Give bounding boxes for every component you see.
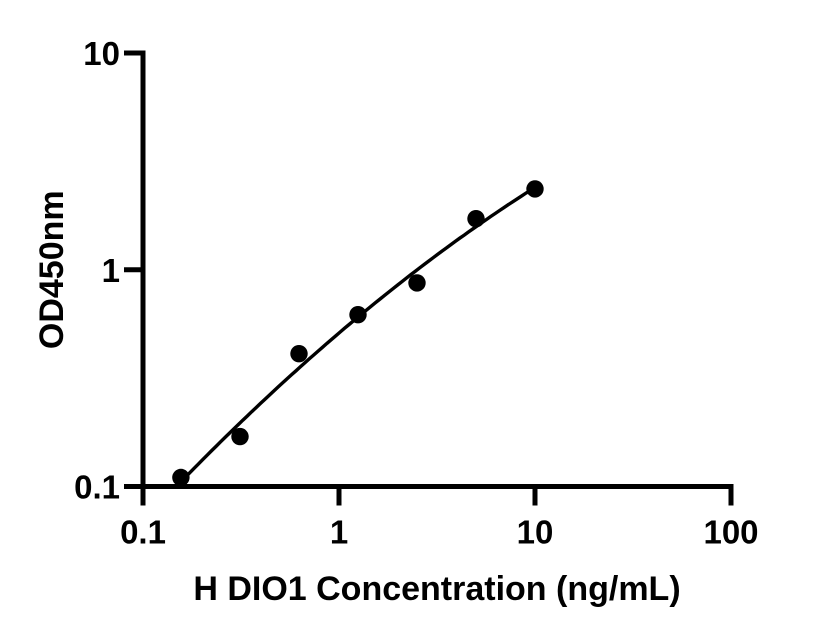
x-axis-ticks — [140, 486, 734, 506]
y-tick-labels: 10 1 0.1 — [74, 35, 120, 506]
x-tick-labels: 0.1 1 10 100 — [120, 514, 758, 551]
data-point — [231, 427, 249, 446]
y-tick-label: 0.1 — [74, 469, 120, 506]
x-tick-label: 10 — [517, 514, 554, 551]
x-tick-label: 1 — [330, 514, 348, 551]
data-point — [290, 345, 308, 363]
data-point — [172, 468, 190, 487]
data-points — [172, 180, 544, 487]
x-axis-title: H DIO1 Concentration (ng/mL) — [193, 570, 680, 608]
data-point — [408, 274, 426, 292]
data-point — [526, 180, 544, 198]
x-tick-label: 100 — [703, 514, 758, 551]
data-point — [467, 210, 485, 228]
y-axis-ticks — [124, 50, 143, 489]
x-tick-label: 0.1 — [120, 514, 166, 551]
y-axis-title: OD450nm — [33, 190, 71, 349]
data-point — [349, 306, 367, 324]
y-tick-label: 1 — [102, 252, 120, 289]
y-tick-label: 10 — [83, 35, 120, 72]
axes — [140, 50, 734, 489]
